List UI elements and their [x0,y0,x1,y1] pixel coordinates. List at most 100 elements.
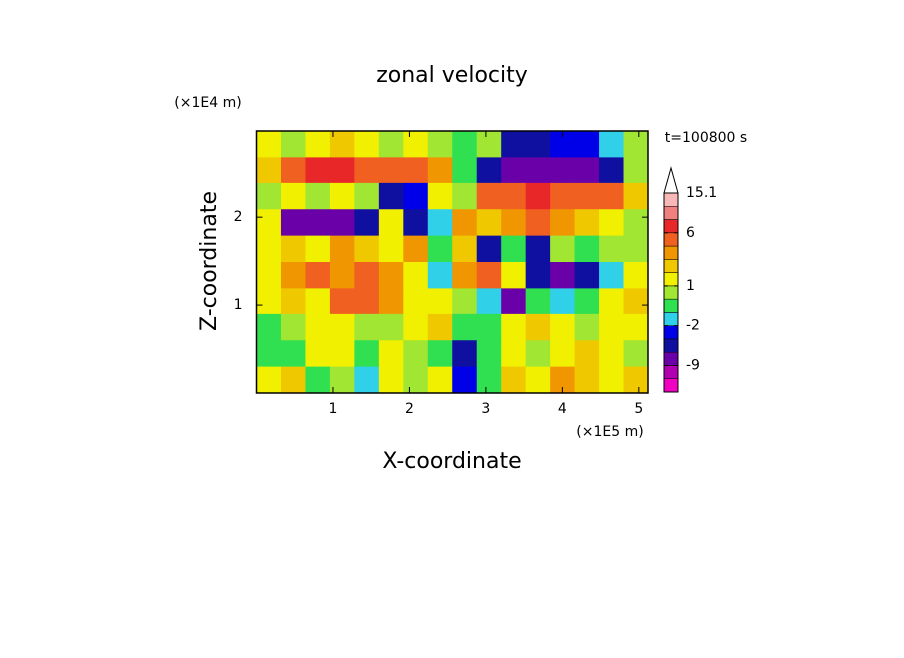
colorbar-segment [663,312,679,326]
contour-cell [280,157,306,185]
contour-cell [623,366,649,394]
overlay: 1 2 3 4 5 1 2 15.1 6 1 -2 -9 [234,130,717,417]
contour-cell [574,209,600,237]
contour-cell [427,131,453,158]
contour-cell [378,313,404,341]
colorbar-segment [663,351,679,366]
contour-cell [280,182,306,210]
x-tick-label: 3 [481,401,490,417]
contour-cell [574,366,600,394]
contour-cell [256,157,282,185]
contour-cell [256,262,282,289]
x-tick-label: 5 [634,401,643,417]
contour-cell [378,340,404,368]
contour-cell [452,313,478,341]
contour-cell [574,340,600,368]
contour-cell [550,209,576,237]
contour-cell [452,235,478,263]
colorbar-segment [663,378,679,393]
contour-cell [256,235,282,263]
x-axis-label: X-coordinate [382,449,521,474]
chart-title: zonal velocity [376,63,528,88]
contour-cell [599,182,625,210]
contour-cell [476,340,502,368]
contour-cell [599,131,625,158]
contour-cell [256,340,282,368]
contour-cell [427,157,453,185]
contour-cell [574,262,600,289]
contour-cell [452,209,478,237]
contour-cell [525,262,551,289]
colorbar-segment [663,365,679,379]
contour-cell [329,366,355,394]
contour-cell [305,182,331,210]
contour-cell [452,340,478,368]
contour-cell [476,209,502,237]
contour-cell [354,313,380,341]
colorbar-segment [663,285,679,300]
contour-cell [452,288,478,316]
contour-cell [256,131,282,158]
colorbar-segment [663,206,679,220]
contour-cell [280,131,306,158]
contour-cell [378,209,404,237]
contour-cell [280,288,306,316]
contour-cell [280,313,306,341]
contour-cell [599,313,625,341]
contour-cell [427,366,453,394]
colorbar-segment [663,259,679,273]
contour-cell [550,288,576,316]
contour-cell [354,235,380,263]
contour-cell [574,235,600,263]
contour-cell [623,262,649,289]
contour-cell [501,288,527,316]
contour-cell [305,235,331,263]
contour-cell [280,209,306,237]
contour-cell [329,288,355,316]
y-tick-label: 1 [234,297,243,313]
contour-cell [574,288,600,316]
plot-frame [255,130,649,394]
contour-cell [280,262,306,289]
contour-cell [623,182,649,210]
contour-cell [501,235,527,263]
contour-cell [476,366,502,394]
contour-cell [501,340,527,368]
contour-cell [599,262,625,289]
contour-cell [329,157,355,185]
contour-cell [403,262,429,289]
contour-cell [427,209,453,237]
colorbar-label: 6 [686,225,695,241]
field [256,131,649,394]
colorbar-label: 1 [686,278,695,294]
time-label: t=100800 s [665,130,747,146]
colorbar-segment [663,219,679,234]
contour-cell [256,313,282,341]
contour-cell [403,340,429,368]
y-tick-label: 2 [234,209,243,225]
contour-cell [525,131,551,158]
contour-cell [525,235,551,263]
contour-cell [329,182,355,210]
contour-cell [354,340,380,368]
contour-cell [305,366,331,394]
contour-cell [403,209,429,237]
contour-cell [452,157,478,185]
contour-cell [305,209,331,237]
contour-cell [501,182,527,210]
contour-cell [599,340,625,368]
contour-cell [280,235,306,263]
contour-cell [525,182,551,210]
colorbar-segment [663,338,679,353]
contour-cell [256,209,282,237]
contour-cell [550,182,576,210]
contour-cell [378,157,404,185]
colorbar-label: -2 [686,318,700,334]
contour-cell [550,313,576,341]
contour-cell [623,209,649,237]
x-tick-label: 2 [405,401,414,417]
contour-cell [329,313,355,341]
colorbar-segment [663,325,679,340]
contour-cell [550,262,576,289]
contour-cell [452,131,478,158]
